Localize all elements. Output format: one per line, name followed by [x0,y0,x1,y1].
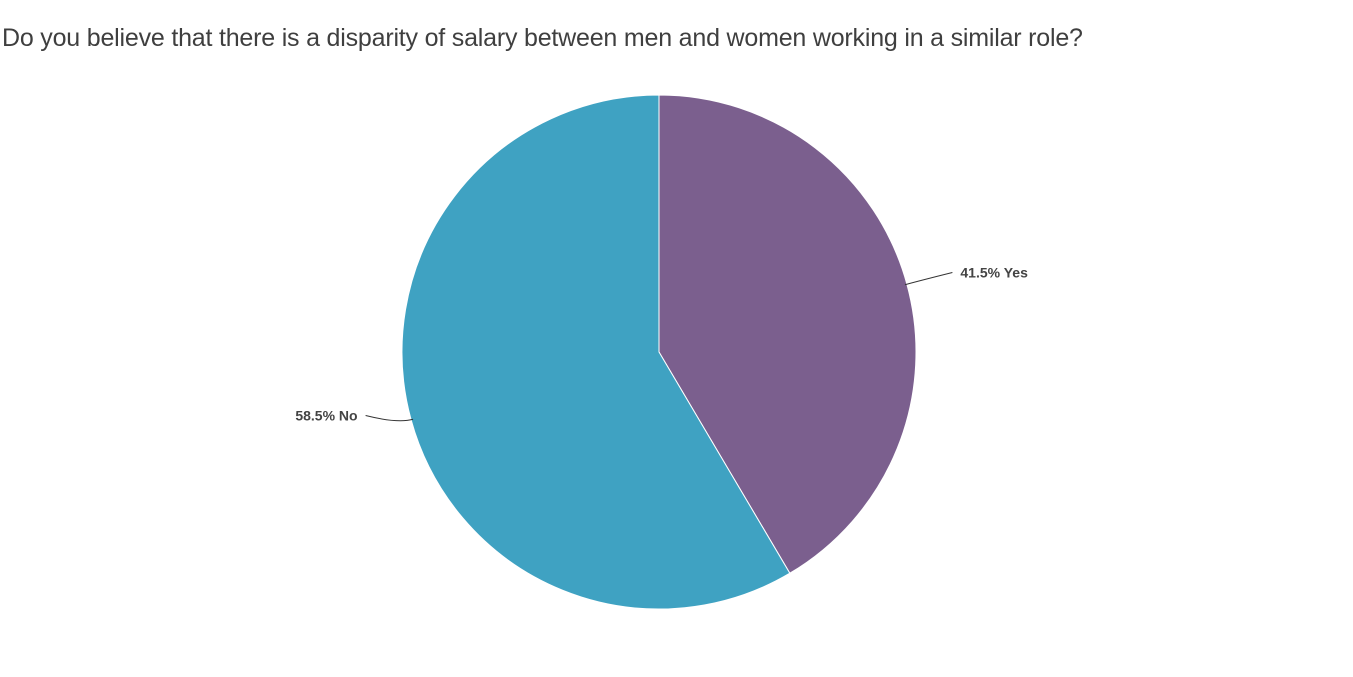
chart-title: Do you believe that there is a disparity… [2,24,1083,52]
pie-labels: 41.5% Yes 58.5% No [295,264,1028,423]
leader-line-yes [904,272,953,286]
pie-label-no: 58.5% No [295,408,357,424]
pie-slices [401,94,917,610]
leader-line-no [365,415,414,422]
pie-label-yes: 41.5% Yes [960,264,1028,280]
pie-leader-lines [365,272,953,422]
